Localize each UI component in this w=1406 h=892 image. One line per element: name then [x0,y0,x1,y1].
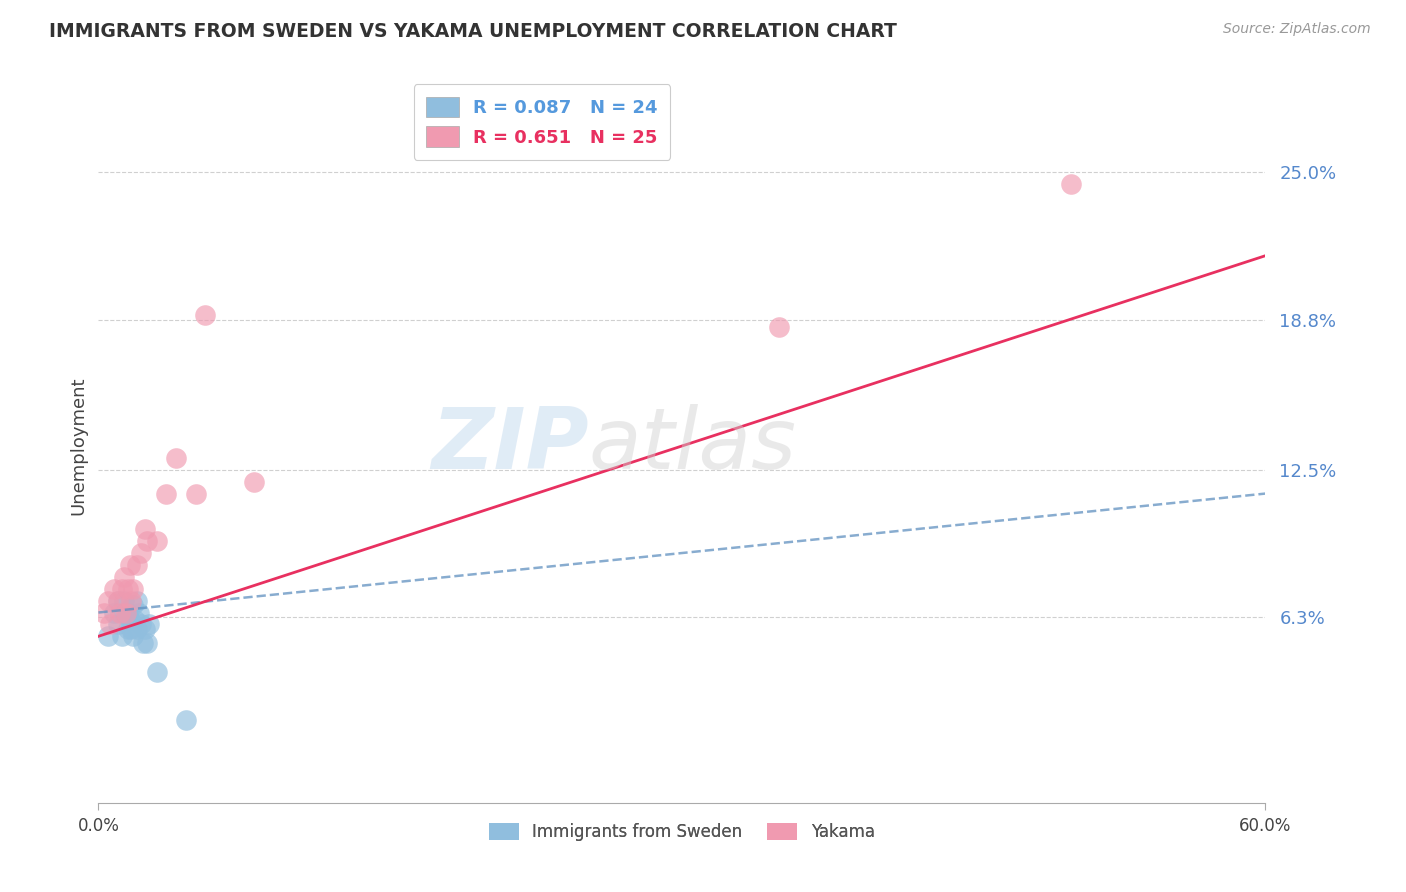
Point [127,593,149,607]
Point [127,622,149,636]
Point [136,534,159,549]
Point [112,593,135,607]
Point [117,582,139,596]
Point [129,617,152,632]
Point [122,599,145,613]
Point [146,665,169,679]
Point [97,629,120,643]
Text: atlas: atlas [589,404,797,488]
Point [112,570,135,584]
Point [132,636,155,650]
Point [118,613,141,627]
Point [129,546,152,560]
Text: Source: ZipAtlas.com: Source: ZipAtlas.com [1223,22,1371,37]
Point [121,593,143,607]
Point [121,622,143,636]
Point [146,534,169,549]
Point [128,606,150,620]
Point [111,629,134,643]
Point [108,606,131,620]
Point [114,606,136,620]
Point [194,308,217,322]
Point [107,593,129,607]
Point [136,636,159,650]
Point [103,582,125,596]
Point [122,582,145,596]
Point [768,320,790,334]
Point [127,558,149,572]
Y-axis label: Unemployment: Unemployment [69,376,87,516]
Point [107,593,129,607]
Point [117,622,139,636]
Legend: Immigrants from Sweden, Yakama: Immigrants from Sweden, Yakama [482,816,882,848]
Point [118,558,141,572]
Text: ZIP: ZIP [430,404,589,488]
Point [124,613,146,627]
Point [165,450,187,465]
Point [93,606,115,620]
Point [138,617,160,632]
Point [184,486,207,500]
Point [174,713,197,727]
Point [98,617,121,632]
Point [107,617,129,632]
Point [134,522,156,536]
Point [134,622,156,636]
Point [103,606,125,620]
Point [243,475,266,489]
Point [112,606,135,620]
Point [97,593,120,607]
Point [155,486,177,500]
Text: IMMIGRANTS FROM SWEDEN VS YAKAMA UNEMPLOYMENT CORRELATION CHART: IMMIGRANTS FROM SWEDEN VS YAKAMA UNEMPLO… [49,22,897,41]
Point [117,606,139,620]
Point [1060,178,1083,192]
Point [122,629,145,643]
Point [111,582,134,596]
